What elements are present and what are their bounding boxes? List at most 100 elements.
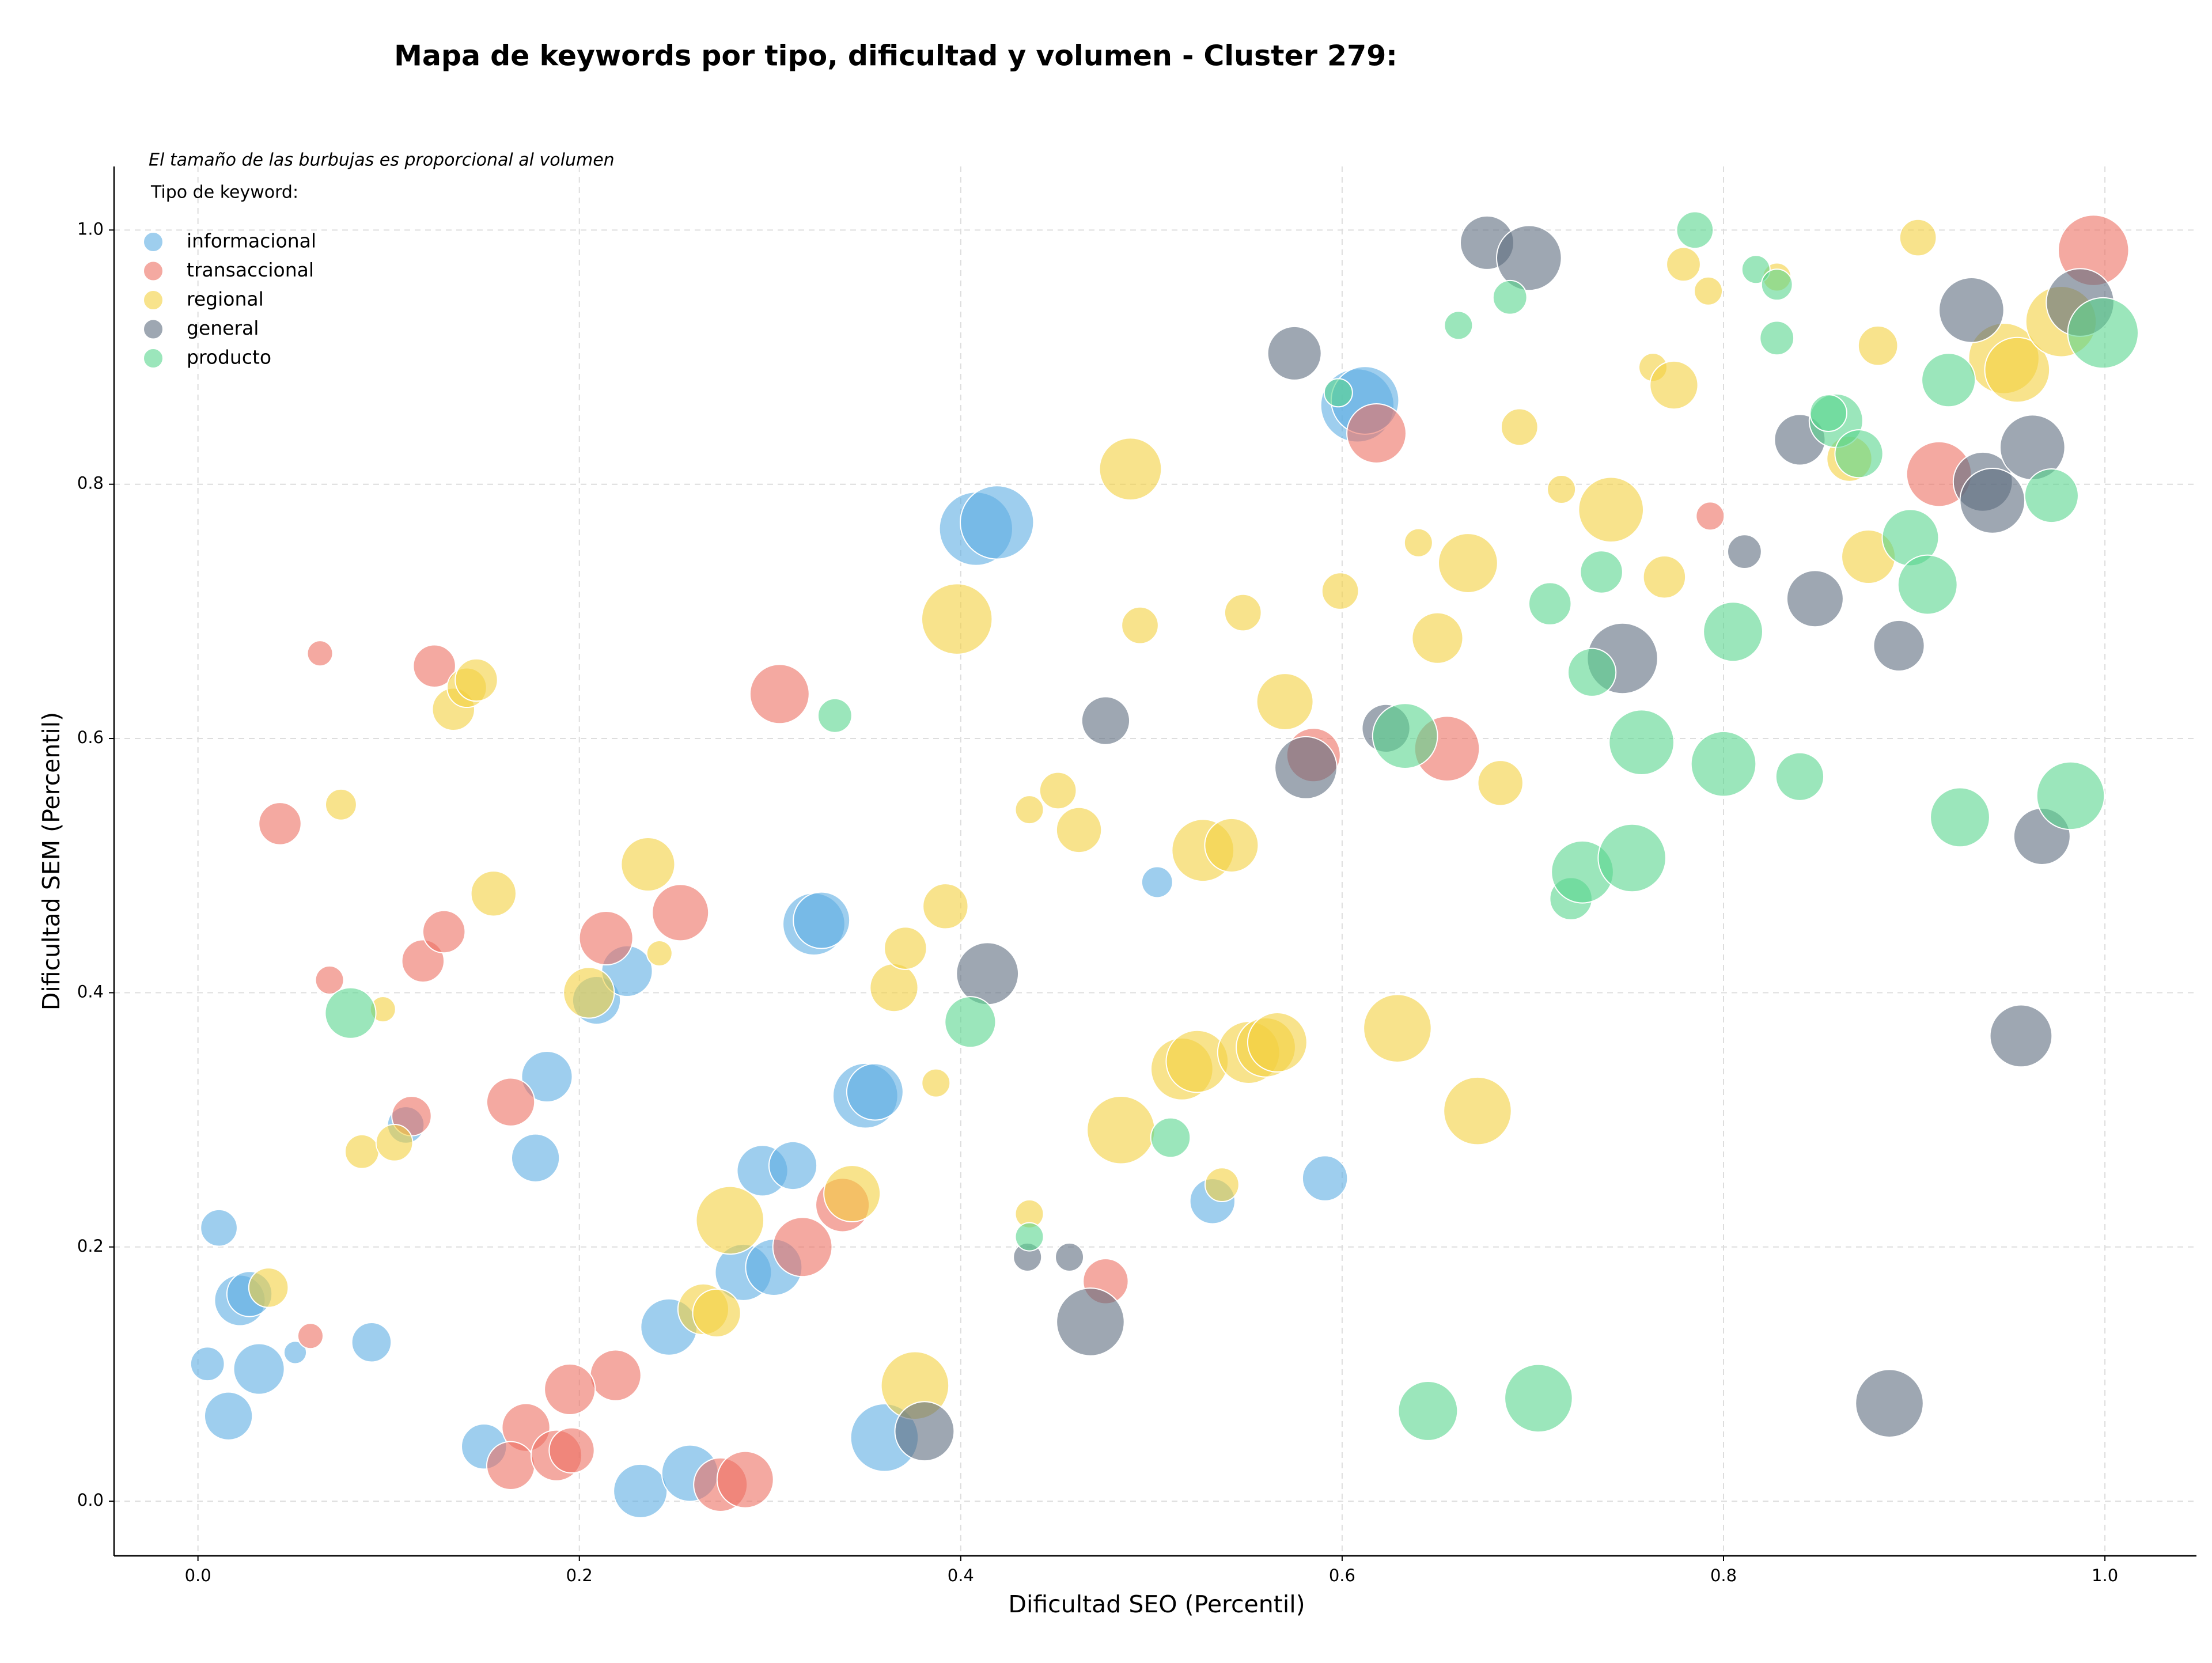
bubble bbox=[960, 485, 1035, 560]
bubble bbox=[772, 1217, 833, 1278]
legend-label: general bbox=[187, 317, 259, 339]
bubble bbox=[454, 658, 498, 702]
bubble bbox=[1873, 619, 1925, 672]
bubble bbox=[846, 1063, 904, 1121]
bubble bbox=[1694, 276, 1724, 306]
bubble bbox=[1676, 211, 1714, 249]
y-tick-label: 1.0 bbox=[77, 219, 104, 238]
bubble bbox=[1727, 534, 1762, 570]
x-tick-label: 0.6 bbox=[1329, 1566, 1355, 1585]
bubble bbox=[613, 1463, 668, 1518]
legend-marker bbox=[143, 348, 164, 369]
bubble bbox=[652, 884, 710, 942]
x-tick-label: 0.2 bbox=[566, 1566, 593, 1585]
bubble bbox=[1055, 1242, 1085, 1272]
series-group bbox=[324, 211, 2139, 1441]
bubble bbox=[1703, 601, 1763, 662]
bubble bbox=[1247, 1012, 1308, 1073]
bubble bbox=[1834, 429, 1884, 479]
bubble bbox=[1372, 703, 1438, 769]
x-tick-label: 1.0 bbox=[2092, 1566, 2118, 1585]
bubble bbox=[1301, 1155, 1349, 1202]
bubble bbox=[1363, 994, 1432, 1063]
y-tick-label: 0.8 bbox=[77, 473, 104, 493]
bubble bbox=[1496, 225, 1562, 291]
y-tick-label: 0.2 bbox=[77, 1236, 104, 1256]
bubble bbox=[1809, 394, 1847, 432]
bubble bbox=[422, 910, 466, 954]
bubble bbox=[894, 1401, 955, 1462]
series-group bbox=[190, 366, 1400, 1518]
bubble bbox=[1397, 1380, 1459, 1441]
bubble bbox=[1411, 612, 1464, 664]
bubble bbox=[589, 1349, 642, 1401]
bubble bbox=[1857, 325, 1899, 366]
bubble bbox=[1580, 550, 1623, 594]
series-group bbox=[894, 215, 2115, 1462]
bubble bbox=[1323, 378, 1353, 408]
bubble bbox=[283, 1340, 308, 1365]
bubble bbox=[1775, 752, 1825, 801]
bubble bbox=[1141, 866, 1173, 899]
bubble bbox=[921, 583, 993, 655]
bubble bbox=[1855, 1369, 1924, 1438]
bubble bbox=[695, 1185, 765, 1255]
bubble bbox=[1984, 336, 2051, 403]
bubble bbox=[1690, 730, 1757, 797]
bubble bbox=[412, 644, 456, 688]
bubble bbox=[1649, 360, 1699, 410]
bubble bbox=[486, 1441, 536, 1490]
bubble bbox=[544, 1363, 596, 1415]
legend-label: informacional bbox=[187, 230, 316, 252]
bubble bbox=[306, 640, 334, 667]
bubble bbox=[1014, 795, 1044, 825]
bubble bbox=[1014, 1222, 1044, 1252]
bubble bbox=[1267, 325, 1322, 381]
bubble bbox=[1492, 279, 1528, 315]
bubble bbox=[1204, 817, 1259, 873]
bubble bbox=[921, 1068, 951, 1098]
bubble bbox=[510, 1133, 560, 1183]
bubble bbox=[1578, 476, 1645, 543]
bubble bbox=[1321, 572, 1359, 610]
bubble bbox=[1443, 1076, 1512, 1146]
bubble bbox=[793, 891, 851, 949]
bubble bbox=[944, 996, 997, 1048]
bubble bbox=[1437, 533, 1498, 593]
bubble bbox=[1597, 823, 1666, 893]
bubble bbox=[1346, 403, 1407, 464]
bubble bbox=[1403, 528, 1433, 558]
bubble bbox=[1055, 806, 1103, 854]
bubble bbox=[1444, 310, 1474, 340]
bubble bbox=[692, 1288, 741, 1338]
bubble bbox=[563, 967, 615, 1019]
bubble bbox=[1959, 468, 2026, 534]
bubble bbox=[1547, 475, 1577, 505]
legend-label: transaccional bbox=[187, 259, 314, 281]
bubble bbox=[1921, 353, 1976, 408]
series-group bbox=[258, 214, 2130, 1512]
bubble bbox=[1039, 771, 1077, 810]
bubble bbox=[1759, 320, 1795, 356]
bubble bbox=[1086, 1095, 1156, 1165]
y-axis-label: Dificultad SEM (Percentil) bbox=[37, 712, 65, 1010]
bubble bbox=[620, 836, 676, 892]
bubble bbox=[325, 788, 357, 821]
bubble bbox=[1695, 501, 1725, 531]
bubble bbox=[646, 940, 673, 967]
bubble bbox=[1274, 736, 1338, 800]
bubble bbox=[324, 987, 377, 1039]
bubble bbox=[1897, 554, 1958, 615]
bubble bbox=[1786, 570, 1844, 628]
bubble bbox=[1741, 255, 1771, 285]
bubble bbox=[956, 942, 1020, 1006]
bubble bbox=[1760, 268, 1793, 301]
bubble bbox=[200, 1209, 238, 1247]
bubble bbox=[1099, 437, 1162, 501]
x-tick-label: 0.8 bbox=[1710, 1566, 1737, 1585]
legend-marker bbox=[143, 319, 164, 340]
bubble bbox=[233, 1343, 285, 1395]
bubble bbox=[190, 1346, 225, 1382]
